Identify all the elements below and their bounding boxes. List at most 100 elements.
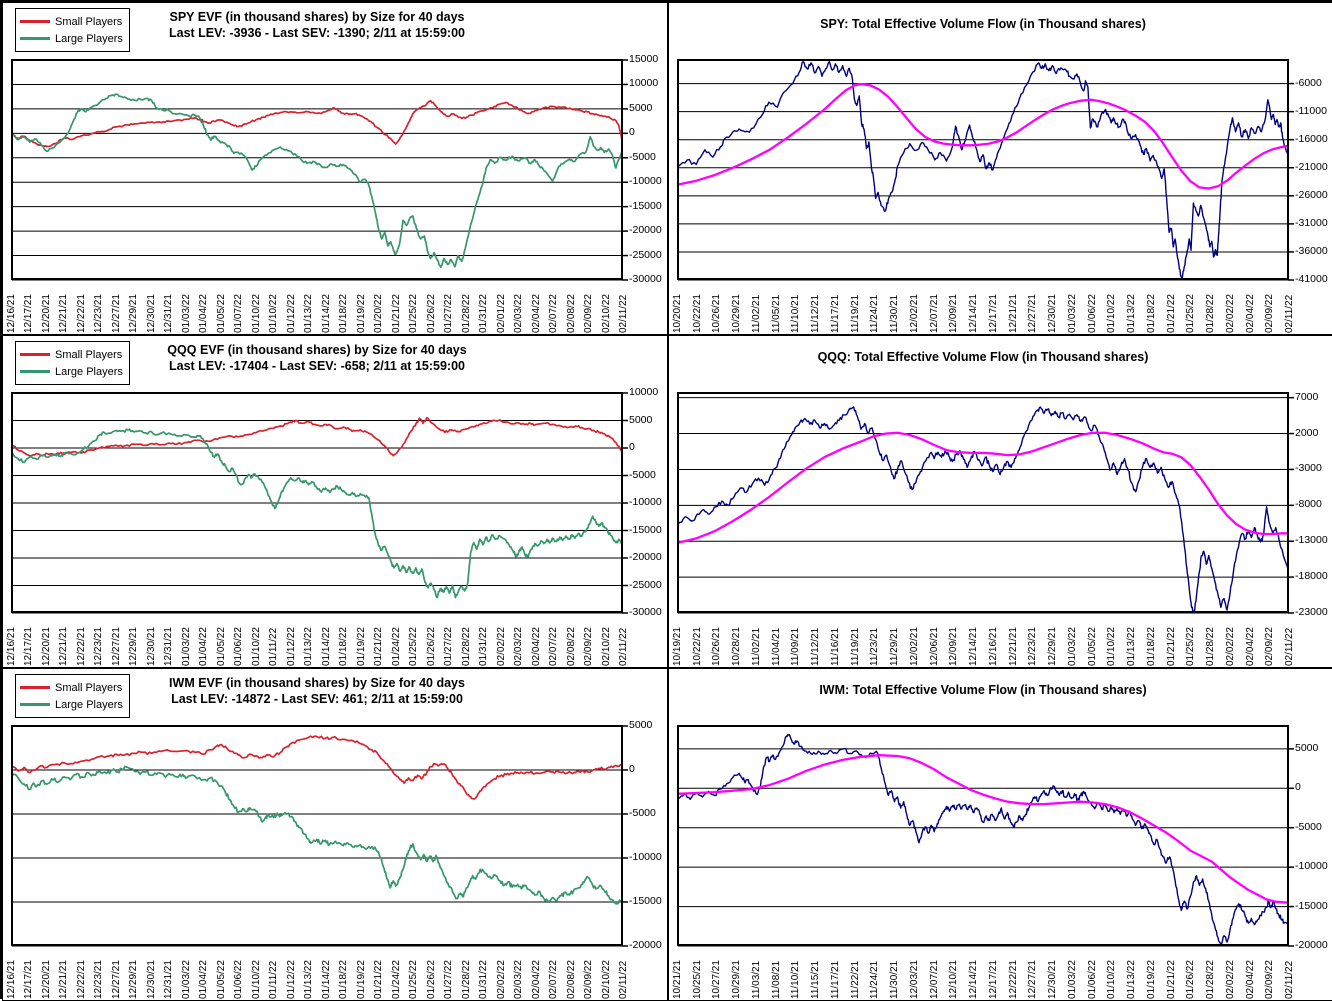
x-tick-label: 01/28/22 bbox=[1205, 960, 1217, 999]
x-tick-label: 12/20/21 bbox=[40, 960, 52, 999]
x-tick-label: 02/07/22 bbox=[548, 294, 560, 333]
panel-spy-evf-by-size: SPY EVF (in thousand shares) by Size for… bbox=[2, 2, 668, 335]
x-tick-label: 01/11/22 bbox=[268, 627, 280, 666]
x-tick-label: 01/03/22 bbox=[1066, 627, 1078, 666]
x-tick-label: 12/21/21 bbox=[58, 627, 70, 666]
series-total-evf bbox=[677, 61, 1289, 280]
x-tick-label: 01/21/22 bbox=[390, 294, 402, 333]
y-tick-label: 5000 bbox=[1295, 741, 1319, 754]
x-tick-label: 11/16/21 bbox=[829, 627, 841, 666]
y-tick-label: -3000 bbox=[1295, 462, 1322, 475]
x-tick-label: 02/10/22 bbox=[600, 960, 612, 999]
x-tick-label: 01/03/22 bbox=[180, 627, 192, 666]
x-tick-label: 12/06/21 bbox=[928, 627, 940, 666]
series-moving-average bbox=[677, 754, 1290, 904]
x-tick-label: 12/31/21 bbox=[163, 294, 175, 333]
x-tick-label: 02/08/22 bbox=[565, 294, 577, 333]
x-tick-label: 01/21/22 bbox=[373, 627, 385, 666]
x-tick-label: 01/13/22 bbox=[1126, 960, 1138, 999]
x-tick-label: 02/09/22 bbox=[1264, 627, 1276, 666]
x-tick-label: 12/30/21 bbox=[1047, 960, 1059, 999]
y-tick-label: -20000 bbox=[629, 224, 662, 237]
x-tick-label: 01/18/22 bbox=[1145, 294, 1157, 333]
y-tick-label: -15000 bbox=[629, 523, 662, 536]
x-tick-label: 01/05/22 bbox=[215, 627, 227, 666]
chart-plot bbox=[11, 392, 628, 614]
x-tick-label: 11/29/21 bbox=[889, 627, 901, 666]
x-tick-label: 01/25/22 bbox=[408, 960, 420, 999]
x-tick-label: 11/03/21 bbox=[750, 960, 762, 999]
x-tick-label: 12/31/21 bbox=[163, 627, 175, 666]
x-tick-label: 02/04/22 bbox=[530, 627, 542, 666]
chart-title: SPY EVF (in thousand shares) by Size for… bbox=[169, 10, 465, 24]
x-tick-label: 11/24/21 bbox=[869, 294, 881, 333]
x-tick-label: 01/10/22 bbox=[268, 294, 280, 333]
x-tick-label: 01/26/22 bbox=[425, 294, 437, 333]
x-tick-label: 01/10/22 bbox=[250, 960, 262, 999]
x-tick-label: 02/04/22 bbox=[530, 294, 542, 333]
x-tick-label: 12/17/21 bbox=[23, 627, 35, 666]
x-tick-label: 12/21/21 bbox=[58, 294, 70, 333]
x-tick-label: 12/27/21 bbox=[110, 960, 122, 999]
x-tick-label: 01/05/22 bbox=[215, 960, 227, 999]
x-tick-label: 12/27/21 bbox=[1027, 294, 1039, 333]
x-tick-label: 01/26/22 bbox=[425, 960, 437, 999]
x-tick-label: 11/17/21 bbox=[829, 294, 841, 333]
x-tick-label: 01/13/22 bbox=[1126, 294, 1138, 333]
x-tick-label: 01/25/22 bbox=[1185, 294, 1197, 333]
x-tick-label: 01/31/22 bbox=[478, 294, 490, 333]
x-tick-label: 02/09/22 bbox=[1264, 960, 1276, 999]
x-tick-label: 01/24/22 bbox=[390, 627, 402, 666]
x-tick-label: 10/27/21 bbox=[711, 960, 723, 999]
x-tick-label: 01/05/22 bbox=[215, 294, 227, 333]
x-tick-label: 01/14/22 bbox=[320, 294, 332, 333]
y-tick-label: -30000 bbox=[629, 606, 662, 618]
x-tick-label: 11/19/21 bbox=[849, 294, 861, 333]
y-tick-label: -36000 bbox=[1295, 244, 1328, 257]
series-large-players bbox=[11, 765, 623, 905]
chart-plot bbox=[11, 725, 628, 947]
panel-qqq-evf-by-size: QQQ EVF (in thousand shares) by Size for… bbox=[2, 335, 668, 668]
x-tick-label: 12/21/21 bbox=[58, 960, 70, 999]
y-tick-label: 0 bbox=[629, 441, 635, 453]
x-tick-label: 01/04/22 bbox=[198, 294, 210, 333]
x-tick-label: 01/13/22 bbox=[303, 960, 315, 999]
x-tick-label: 01/20/22 bbox=[373, 294, 385, 333]
chart-title: QQQ: Total Effective Volume Flow (in Tho… bbox=[817, 350, 1149, 364]
chart-subtitle: Last LEV: -3936 - Last SEV: -1390; 2/11 … bbox=[169, 26, 465, 40]
series-small-players bbox=[11, 735, 623, 800]
x-tick-label: 02/02/22 bbox=[495, 960, 507, 999]
x-tick-label: 11/30/21 bbox=[889, 294, 901, 333]
x-tick-label: 02/07/22 bbox=[548, 960, 560, 999]
x-tick-label: 01/10/22 bbox=[1106, 960, 1118, 999]
x-tick-label: 12/17/21 bbox=[987, 960, 999, 999]
x-tick-label: 01/19/22 bbox=[355, 627, 367, 666]
x-tick-label: 11/17/21 bbox=[829, 960, 841, 999]
y-tick-label: -25000 bbox=[629, 578, 662, 591]
x-tick-label: 11/12/21 bbox=[810, 294, 822, 333]
x-tick-label: 02/09/22 bbox=[1264, 294, 1276, 333]
y-tick-label: 0 bbox=[629, 763, 635, 775]
x-tick-label: 11/19/21 bbox=[849, 627, 861, 666]
x-tick-label: 12/31/21 bbox=[163, 960, 175, 999]
x-tick-label: 12/03/21 bbox=[908, 960, 920, 999]
x-tick-label: 12/16/21 bbox=[6, 294, 17, 333]
x-tick-label: 10/21/21 bbox=[672, 960, 683, 999]
x-tick-label: 01/21/22 bbox=[1165, 627, 1177, 666]
x-tick-label: 11/24/21 bbox=[869, 960, 881, 999]
x-tick-label: 01/12/22 bbox=[285, 627, 297, 666]
y-tick-label: 5000 bbox=[629, 719, 653, 731]
x-tick-label: 12/20/21 bbox=[40, 294, 52, 333]
x-tick-label: 02/08/22 bbox=[565, 627, 577, 666]
y-tick-label: -15000 bbox=[1295, 899, 1328, 912]
x-tick-label: 12/17/21 bbox=[23, 960, 35, 999]
x-tick-label: 02/04/22 bbox=[530, 960, 542, 999]
x-tick-label: 02/09/22 bbox=[583, 294, 595, 333]
x-tick-label: 01/28/22 bbox=[460, 294, 472, 333]
plot-border bbox=[11, 725, 623, 946]
x-tick-label: 12/30/21 bbox=[1047, 294, 1059, 333]
x-tick-label: 01/03/22 bbox=[180, 294, 192, 333]
series-moving-average bbox=[677, 82, 1290, 190]
x-tick-label: 10/19/21 bbox=[672, 627, 683, 666]
